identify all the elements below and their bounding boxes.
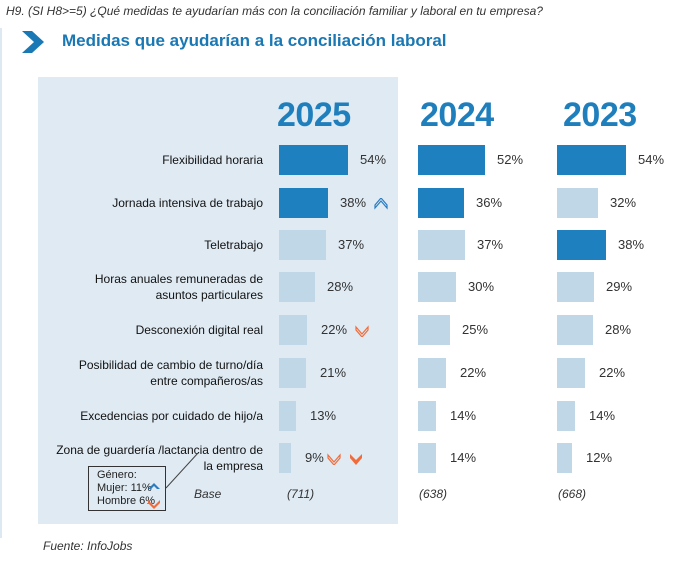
bar-2024 xyxy=(418,401,436,431)
bar-2024 xyxy=(418,188,464,218)
value-label-2025: 54% xyxy=(360,152,387,167)
base-count-2025: (711) xyxy=(287,487,315,501)
value-label-2024: 52% xyxy=(497,152,524,167)
value-label-2024: 14% xyxy=(450,408,477,423)
value-label-2023: 14% xyxy=(589,408,616,423)
gender-note-box: Género: Mujer: 11% Hombre 6% xyxy=(88,466,166,511)
bar-2024 xyxy=(418,443,436,473)
value-label-2023: 29% xyxy=(606,279,633,294)
category-label: Flexibilidad horaria xyxy=(162,153,263,167)
value-label-2025: 9% xyxy=(305,450,324,465)
year-heading-2025: 2025 xyxy=(277,96,351,134)
category-label: Excedencias por cuidado de hijo/a xyxy=(80,409,263,423)
arrow-down-outline-icon xyxy=(355,325,369,337)
bar-2024 xyxy=(418,145,485,175)
base-label: Base xyxy=(194,487,222,501)
arrow-down-outline-icon xyxy=(327,453,341,465)
category-label: Desconexión digital real xyxy=(135,323,263,337)
value-label-2023: 38% xyxy=(618,237,645,252)
bar-2025 xyxy=(279,358,306,388)
value-label-2025: 38% xyxy=(340,195,367,210)
category-label: Zona de guardería /lactancia dentro de la… xyxy=(56,443,263,473)
bar-2025 xyxy=(279,230,326,260)
bar-2023 xyxy=(557,401,575,431)
bar-2023 xyxy=(557,358,585,388)
value-label-2024: 25% xyxy=(462,322,489,337)
bar-2023 xyxy=(557,145,626,175)
value-label-2024: 37% xyxy=(477,237,504,252)
bar-2025 xyxy=(279,145,348,175)
value-label-2023: 22% xyxy=(599,365,626,380)
value-label-2025: 13% xyxy=(310,408,337,423)
arrow-down-filled-icon xyxy=(350,454,362,465)
value-label-2024: 30% xyxy=(468,279,495,294)
value-label-2023: 12% xyxy=(586,450,613,465)
value-label-2023: 54% xyxy=(638,152,665,167)
bar-2024 xyxy=(418,358,446,388)
gender-note-title: Género: xyxy=(97,469,137,481)
value-label-2024: 36% xyxy=(476,195,503,210)
value-label-2023: 32% xyxy=(610,195,637,210)
bar-2023 xyxy=(557,443,572,473)
bar-2024 xyxy=(418,315,450,345)
base-count-2023: (668) xyxy=(558,487,587,501)
value-label-2025: 21% xyxy=(320,365,347,380)
gender-note-women: Mujer: 11% xyxy=(97,482,152,494)
value-label-2023: 28% xyxy=(605,322,632,337)
section-title: Medidas que ayudarían a la conciliación … xyxy=(62,31,447,50)
bar-2025 xyxy=(279,315,307,345)
bar-2025 xyxy=(279,188,328,218)
category-label: Jornada intensiva de trabajo xyxy=(112,196,263,210)
value-label-2025: 28% xyxy=(327,279,354,294)
bar-2024 xyxy=(418,272,456,302)
bar-2025 xyxy=(279,443,291,473)
bar-2023 xyxy=(557,230,606,260)
base-count-2024: (638) xyxy=(419,487,448,501)
gender-note-men: Hombre 6% xyxy=(97,495,156,507)
value-label-2024: 14% xyxy=(450,450,477,465)
bar-2024 xyxy=(418,230,465,260)
value-label-2025: 37% xyxy=(338,237,365,252)
bar-2023 xyxy=(557,315,593,345)
year-heading-2024: 2024 xyxy=(420,96,494,134)
bar-2023 xyxy=(557,272,594,302)
bar-2025 xyxy=(279,272,315,302)
value-label-2025: 22% xyxy=(321,322,348,337)
question-text: H9. (SI H8>=5) ¿Qué medidas te ayudarían… xyxy=(6,4,543,18)
category-label: Posibilidad de cambio de turno/día entre … xyxy=(78,358,263,388)
arrow-up-outline-icon xyxy=(374,198,388,210)
category-label: Horas anuales remuneradas de asuntos part… xyxy=(94,272,263,302)
source-text: Fuente: InfoJobs xyxy=(43,539,133,553)
category-label: Teletrabajo xyxy=(204,238,263,252)
bar-2025 xyxy=(279,401,296,431)
left-divider xyxy=(0,28,2,538)
year-heading-2023: 2023 xyxy=(563,96,637,134)
bar-2023 xyxy=(557,188,598,218)
value-label-2024: 22% xyxy=(460,365,487,380)
chevron-right-icon xyxy=(22,31,44,53)
